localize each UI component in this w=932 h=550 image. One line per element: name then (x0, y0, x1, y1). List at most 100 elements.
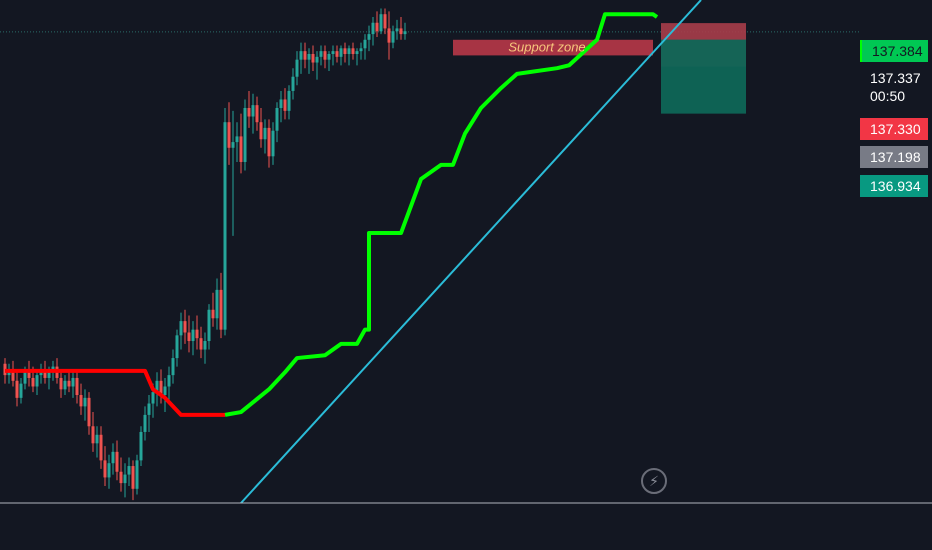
candle-body (183, 321, 187, 333)
zones-layer (453, 23, 746, 114)
candle-body (211, 309, 215, 319)
candle-body (379, 14, 383, 32)
candle-body (395, 28, 399, 32)
candle-body (83, 397, 87, 407)
candle-body (283, 99, 287, 111)
candle-body (75, 377, 79, 396)
candle-body (199, 338, 203, 350)
support-zone-label: Support zone (508, 40, 585, 55)
candle-body (167, 375, 171, 387)
candle-body (191, 329, 195, 342)
candle-body (103, 460, 107, 478)
candle-body (179, 321, 183, 336)
candle-body (315, 56, 319, 63)
candle-body (91, 426, 95, 444)
candle-body (171, 358, 175, 376)
candle-body (243, 107, 247, 162)
candle-body (383, 14, 387, 29)
candle-body (403, 31, 407, 35)
candle-body (339, 48, 343, 57)
candle-body (187, 332, 191, 342)
candle-body (35, 375, 39, 387)
candle-body (387, 28, 391, 43)
candle-body (11, 369, 15, 381)
candle-body (235, 136, 239, 143)
candle-body (163, 386, 167, 396)
price-tag-stop: 137.330 (860, 118, 928, 140)
candle-body (143, 414, 147, 432)
candle-body (267, 127, 271, 157)
candle-body (87, 397, 91, 427)
candle-body (291, 76, 295, 91)
candle-body (27, 372, 31, 378)
take-profit-zone (661, 39, 746, 114)
candle-body (115, 451, 119, 472)
candle-body (63, 380, 67, 390)
candle-body (279, 99, 283, 108)
candle-body (287, 90, 291, 111)
price-tag-high: 137.384 (860, 40, 928, 62)
candle-body (111, 451, 115, 464)
candle-body (131, 466, 135, 489)
candle-body (371, 22, 375, 35)
candle-body (311, 53, 315, 63)
candle-body (303, 51, 307, 60)
candle-body (107, 463, 111, 478)
lightning-icon[interactable]: ⚡︎ (641, 468, 667, 494)
candle-body (135, 460, 139, 489)
candle-body (307, 53, 311, 60)
candle-body (71, 377, 75, 387)
candle-body (123, 474, 127, 484)
candle-body (331, 51, 335, 54)
supertrend-up-line (224, 12, 659, 417)
candle-body (255, 105, 259, 123)
price-tag-mid: 137.198 (860, 146, 928, 168)
candle-body (19, 383, 23, 398)
candle-body (127, 466, 131, 475)
candle-body (195, 329, 199, 339)
candle-body (391, 31, 395, 43)
candle-body (271, 130, 275, 157)
price-tag-target: 136.934 (860, 175, 928, 197)
candle-body (299, 51, 303, 60)
candle-body (139, 431, 143, 461)
candle-body (347, 48, 351, 54)
candle-body (59, 377, 63, 390)
candle-body (95, 434, 99, 444)
trendline[interactable] (240, 0, 702, 504)
candle-body (47, 372, 51, 378)
supertrend-layer (5, 12, 659, 417)
candle-body (159, 380, 163, 396)
candle-body (251, 105, 255, 117)
candle-body (99, 434, 103, 461)
candle-body (327, 53, 331, 60)
candle-body (375, 22, 379, 32)
candle-body (207, 309, 211, 342)
candle-body (79, 395, 83, 407)
candle-body (15, 380, 19, 398)
candle-body (275, 107, 279, 131)
candle-body (263, 127, 267, 140)
candle-body (399, 28, 403, 35)
candle-body (67, 380, 71, 387)
candle-body (231, 142, 235, 148)
candle-body (247, 107, 251, 117)
candle-body (223, 122, 227, 330)
candle-body (319, 51, 323, 57)
bar-countdown: 00:50 (870, 88, 906, 104)
candle-body (227, 122, 231, 148)
support-zone (453, 39, 653, 56)
candle-body (31, 377, 35, 387)
candle-body (323, 51, 327, 60)
current-price-value: 137.337 (870, 70, 921, 86)
candle-body (355, 51, 359, 54)
candle-body (359, 48, 363, 52)
candle-body (351, 48, 355, 54)
candle-body (43, 369, 47, 378)
price-tag-current: 137.337 00:50 (860, 66, 928, 110)
candle-body (295, 59, 299, 77)
candle-body (119, 471, 123, 484)
candle-body (219, 289, 223, 330)
